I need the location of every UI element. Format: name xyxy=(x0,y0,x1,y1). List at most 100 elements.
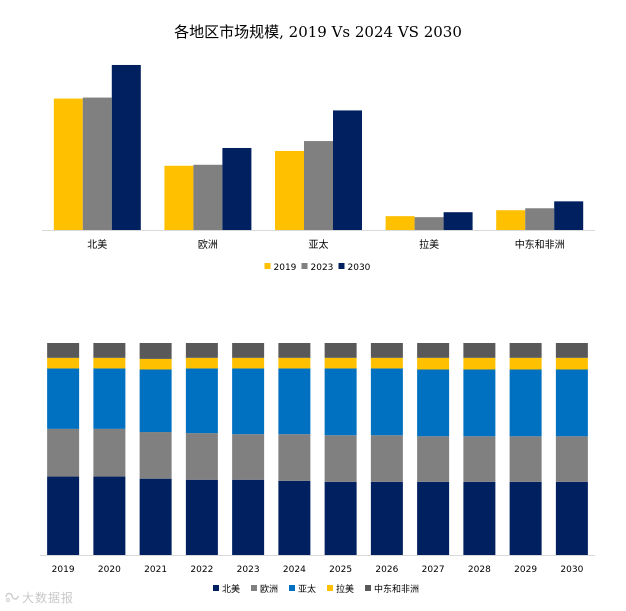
x-tick-label: 中东和非洲 xyxy=(515,238,565,251)
watermark-logo-icon xyxy=(5,592,19,602)
bar-2019 xyxy=(385,216,415,230)
legend-label: 北美 xyxy=(222,583,240,595)
x-tick-label: 2025 xyxy=(329,565,352,575)
stack-segment-北美 xyxy=(278,480,311,555)
stack-segment-亚太 xyxy=(417,369,450,437)
x-tick-label: 2021 xyxy=(144,565,167,575)
legend-swatch xyxy=(327,585,333,591)
x-tick-label: 欧洲 xyxy=(198,239,218,251)
stack-segment-中东和非洲 xyxy=(278,343,311,358)
stack-segment-拉美 xyxy=(324,357,357,369)
stack-segment-拉美 xyxy=(93,357,126,369)
legend-item-2030: 2030 xyxy=(338,263,371,273)
bar-2030 xyxy=(222,147,252,230)
x-tick-label: 2026 xyxy=(375,565,398,575)
x-tick-label: 北美 xyxy=(87,238,107,251)
stack-segment-中东和非洲 xyxy=(185,343,218,358)
stacked-bar-chart: 2019 2020 2021 2022 2023 2024 2025 2026 2027 2028… xyxy=(40,343,595,575)
stack-segment-拉美 xyxy=(185,357,218,369)
stack-segment-中东和非洲 xyxy=(93,343,126,358)
x-tick-label: 2029 xyxy=(514,565,537,575)
stack-segment-亚太 xyxy=(555,369,588,437)
stack-segment-北美 xyxy=(324,481,357,555)
grouped-bar-chart: 北美 欧洲 亚太 拉美 中东和非洲 xyxy=(42,64,595,251)
stacked-bar-legend: 北美 欧洲 亚太 拉美 中东和非洲 xyxy=(213,583,419,595)
stack-segment-欧洲 xyxy=(278,434,311,481)
stack-segment-北美 xyxy=(509,481,542,555)
stack-segment-欧洲 xyxy=(417,436,450,482)
stack-segment-北美 xyxy=(185,479,218,555)
legend-label: 亚太 xyxy=(298,583,316,595)
x-tick-label: 亚太 xyxy=(309,238,329,251)
stack-segment-欧洲 xyxy=(324,435,357,482)
stack-segment-欧洲 xyxy=(185,433,218,480)
grouped-bar-legend: 2019 2023 2030 xyxy=(264,263,371,273)
bar-2019 xyxy=(164,165,194,230)
stack-segment-拉美 xyxy=(232,357,265,369)
stack-segment-亚太 xyxy=(370,368,403,436)
bar-2019 xyxy=(53,98,83,231)
legend-swatch xyxy=(338,263,345,269)
x-tick-label: 2028 xyxy=(468,565,491,575)
stack-segment-中东和非洲 xyxy=(555,343,588,358)
legend-swatch xyxy=(264,263,271,269)
stack-segment-亚太 xyxy=(139,369,172,433)
x-tick-label: 2020 xyxy=(98,565,121,575)
legend-item-2023: 2023 xyxy=(301,263,334,273)
stack-segment-拉美 xyxy=(417,357,450,370)
stack-segment-亚太 xyxy=(93,368,126,429)
chart-title: 各地区市场规模, 2019 Vs 2024 VS 2030 xyxy=(174,23,462,41)
stack-segment-亚太 xyxy=(324,368,357,436)
legend-swatch xyxy=(251,585,257,591)
stack-segment-北美 xyxy=(232,479,265,555)
legend-label: 中东和非洲 xyxy=(374,583,419,595)
x-tick-label: 2030 xyxy=(560,565,583,575)
stack-segment-拉美 xyxy=(278,357,311,369)
stack-segment-北美 xyxy=(463,481,496,555)
bar-2023 xyxy=(304,141,333,230)
legend-item-中东和非洲: 中东和非洲 xyxy=(365,583,419,595)
stack-segment-中东和非洲 xyxy=(509,343,542,358)
legend-item-亚太: 亚太 xyxy=(289,583,316,595)
stack-segment-北美 xyxy=(417,481,450,555)
stack-segment-中东和非洲 xyxy=(139,343,172,359)
stack-segment-欧洲 xyxy=(232,434,265,480)
x-tick-label: 2023 xyxy=(237,565,260,575)
x-tick-label: 2022 xyxy=(190,565,213,575)
stack-segment-拉美 xyxy=(555,357,588,370)
stack-segment-欧洲 xyxy=(509,436,542,482)
bar-2023 xyxy=(414,217,444,230)
stack-segment-拉美 xyxy=(370,357,403,369)
legend-label: 2023 xyxy=(311,263,334,273)
stack-segment-亚太 xyxy=(185,368,218,434)
bar-2023 xyxy=(82,97,112,230)
stack-segment-拉美 xyxy=(139,358,172,370)
legend-item-欧洲: 欧洲 xyxy=(251,583,278,595)
stack-segment-亚太 xyxy=(509,369,542,437)
stack-segment-中东和非洲 xyxy=(463,343,496,358)
stack-segment-欧洲 xyxy=(139,432,172,479)
stack-segment-北美 xyxy=(370,481,403,555)
bar-2030 xyxy=(443,212,473,230)
watermark: 大数据报 xyxy=(4,589,74,606)
legend-swatch xyxy=(301,263,308,269)
bar-2019 xyxy=(275,150,304,230)
stack-segment-欧洲 xyxy=(47,428,80,477)
legend-label: 拉美 xyxy=(336,583,354,595)
stack-segment-北美 xyxy=(139,478,172,555)
stack-segment-中东和非洲 xyxy=(324,343,357,358)
stack-segment-中东和非洲 xyxy=(417,343,450,358)
stack-segment-拉美 xyxy=(47,357,80,369)
legend-item-拉美: 拉美 xyxy=(327,583,354,595)
x-tick-label: 2027 xyxy=(422,565,445,575)
bar-2023 xyxy=(525,208,555,230)
stack-segment-亚太 xyxy=(232,368,265,435)
stack-segment-欧洲 xyxy=(93,428,126,477)
stack-segment-北美 xyxy=(555,481,588,555)
x-tick-label: 2019 xyxy=(52,565,75,575)
stack-segment-欧洲 xyxy=(370,435,403,482)
legend-label: 2019 xyxy=(274,263,297,273)
legend-label: 2030 xyxy=(348,263,371,273)
stack-segment-北美 xyxy=(93,476,126,555)
